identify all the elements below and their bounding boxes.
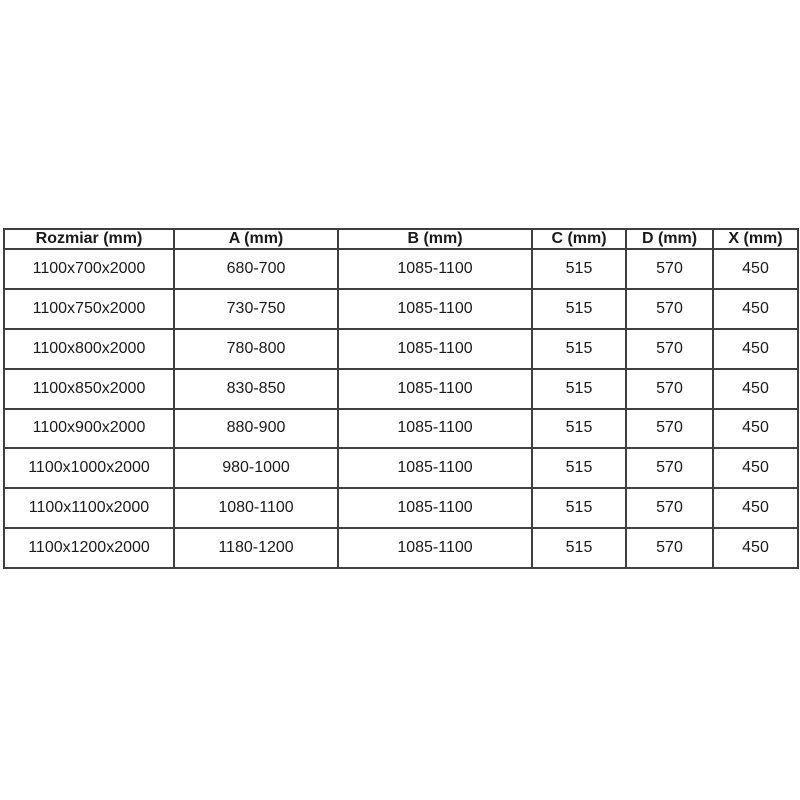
column-header-c: C (mm) [531,228,627,250]
table-cell: 680-700 [173,248,339,290]
table-cell: 570 [625,287,714,330]
size-spec-table: Rozmiar (mm) A (mm) B (mm) C (mm) D (mm)… [3,228,799,569]
column-header-x: X (mm) [712,228,799,250]
table-cell: 450 [712,527,799,569]
table-cell: 515 [531,327,627,370]
table-cell: 450 [712,487,799,530]
column-header-a: A (mm) [173,228,339,250]
table-cell: 1100x850x2000 [3,367,175,410]
table-cell: 1085-1100 [337,287,533,330]
table-cell: 570 [625,407,714,450]
column-header-b: B (mm) [337,228,533,250]
table-row: 1100x800x2000 780-800 1085-1100 515 570 … [3,327,799,370]
table-cell: 1085-1100 [337,527,533,569]
table-cell: 570 [625,367,714,410]
table-cell: 1085-1100 [337,327,533,370]
table-cell: 1080-1100 [173,487,339,530]
table-cell: 515 [531,447,627,490]
column-header-d: D (mm) [625,228,714,250]
table-cell: 1180-1200 [173,527,339,569]
table-cell: 830-850 [173,367,339,410]
table-cell: 730-750 [173,287,339,330]
table-cell: 1085-1100 [337,248,533,290]
table-cell: 1085-1100 [337,367,533,410]
header-row: Rozmiar (mm) A (mm) B (mm) C (mm) D (mm)… [3,228,799,250]
table-cell: 1085-1100 [337,407,533,450]
table-cell: 880-900 [173,407,339,450]
table-cell: 1100x800x2000 [3,327,175,370]
table-cell: 515 [531,487,627,530]
table-cell: 1085-1100 [337,487,533,530]
table-header: Rozmiar (mm) A (mm) B (mm) C (mm) D (mm)… [3,228,799,250]
table-cell: 1100x700x2000 [3,248,175,290]
table-cell: 1100x900x2000 [3,407,175,450]
table-body: 1100x700x2000 680-700 1085-1100 515 570 … [3,248,799,569]
table-row: 1100x1000x2000 980-1000 1085-1100 515 57… [3,447,799,490]
table-cell: 450 [712,447,799,490]
column-header-rozmiar: Rozmiar (mm) [3,228,175,250]
table-cell: 450 [712,327,799,370]
table-cell: 450 [712,407,799,450]
table-cell: 515 [531,527,627,569]
table-cell: 1100x1100x2000 [3,487,175,530]
table-cell: 570 [625,447,714,490]
table-row: 1100x900x2000 880-900 1085-1100 515 570 … [3,407,799,450]
table-row: 1100x750x2000 730-750 1085-1100 515 570 … [3,287,799,330]
table-cell: 1100x1200x2000 [3,527,175,569]
table-cell: 450 [712,287,799,330]
table-cell: 570 [625,248,714,290]
table-cell: 450 [712,248,799,290]
table-row: 1100x1100x2000 1080-1100 1085-1100 515 5… [3,487,799,530]
table-cell: 1085-1100 [337,447,533,490]
table-cell: 1100x750x2000 [3,287,175,330]
table-cell: 570 [625,487,714,530]
table-row: 1100x850x2000 830-850 1085-1100 515 570 … [3,367,799,410]
table-cell: 515 [531,407,627,450]
table-cell: 780-800 [173,327,339,370]
table-row: 1100x700x2000 680-700 1085-1100 515 570 … [3,248,799,290]
table-cell: 515 [531,248,627,290]
table-cell: 980-1000 [173,447,339,490]
table-cell: 515 [531,287,627,330]
table-cell: 515 [531,367,627,410]
table-cell: 570 [625,527,714,569]
table-row: 1100x1200x2000 1180-1200 1085-1100 515 5… [3,527,799,569]
table-cell: 1100x1000x2000 [3,447,175,490]
table-cell: 450 [712,367,799,410]
table-cell: 570 [625,327,714,370]
